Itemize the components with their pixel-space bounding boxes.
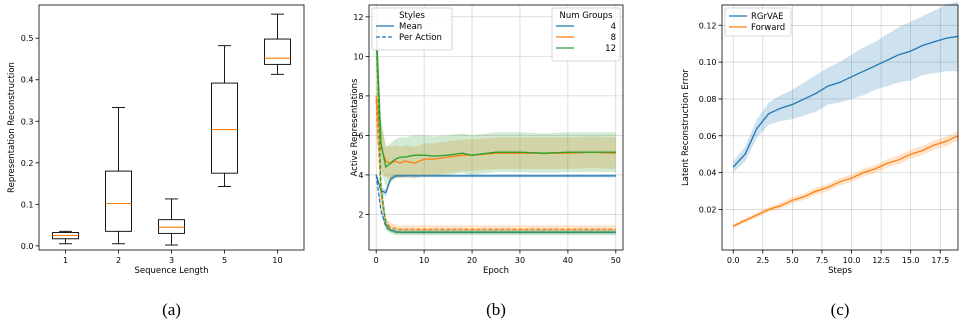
y-tick-label: 6 (358, 131, 363, 140)
y-axis-label: Latent Reconstruction Error (681, 69, 691, 186)
x-tick-label: 0.0 (727, 256, 740, 265)
legend-entry: RGrVAE (751, 12, 783, 22)
box-iqr (211, 82, 238, 174)
y-tick-label: 0.2 (21, 159, 34, 168)
x-tick-label: 7.5 (816, 256, 829, 265)
series-line-12 (375, 32, 616, 233)
legend-entry: 4 (611, 22, 616, 32)
legend-entry: Forward (751, 23, 785, 33)
y-tick-label: 0.02 (699, 205, 717, 214)
series-line-Forward (732, 135, 959, 227)
x-tick-label: 10.0 (843, 256, 861, 265)
legend-title: Styles (399, 11, 425, 21)
y-tick-label: 4 (358, 171, 363, 180)
y-tick-label: 0.08 (699, 95, 717, 104)
legend-entry: Mean (399, 22, 422, 32)
x-tick-label: 3 (169, 256, 174, 265)
confidence-band-12 (376, 0, 616, 187)
legend-title: Num Groups (559, 11, 613, 21)
legend-box (724, 7, 792, 37)
panel-caption: (b) (486, 300, 506, 319)
box-5 (211, 45, 238, 187)
panel-caption: (c) (831, 300, 850, 319)
x-tick-label: 5.0 (786, 256, 799, 265)
x-tick-label: 2 (116, 256, 121, 265)
box-3 (158, 198, 185, 246)
y-tick-label: 12 (353, 13, 363, 22)
axes-frame (721, 4, 959, 251)
y-tick-label: 0.04 (699, 169, 717, 178)
series-line-RGrVAE (732, 35, 959, 168)
legend-entry: Per Action (399, 33, 442, 43)
series-line-12 (375, 26, 616, 169)
y-tick-label: 8 (358, 92, 363, 101)
confidence-band-RGrVAE (733, 1, 958, 173)
y-tick-label: 0.12 (699, 21, 717, 30)
chart-b: 2 4 6 8 10 12 0 10 20 30 40 50 Epoch Active Represent… (350, 0, 624, 319)
legend-entry: 8 (611, 33, 616, 43)
box-iqr (158, 219, 185, 234)
x-tick-label: 50 (611, 256, 621, 265)
y-tick-label: 0.10 (699, 58, 717, 67)
x-tick-label: 10 (272, 256, 282, 265)
box-iqr (264, 38, 291, 65)
x-tick-label: 2.5 (756, 256, 769, 265)
panel-caption: (a) (162, 300, 181, 319)
y-tick-label: 2 (358, 210, 363, 219)
legend-entry: 12 (605, 44, 616, 54)
x-tick-label: 12.5 (872, 256, 890, 265)
y-tick-label: 0.0 (21, 242, 34, 251)
x-tick-label: 5 (222, 256, 227, 265)
series-line-8 (375, 99, 616, 230)
legend-box (371, 7, 453, 51)
y-tick-label: 0.1 (21, 200, 34, 209)
y-axis-label: Active Representations (350, 78, 360, 177)
x-axis-label: Sequence Length (135, 266, 209, 276)
y-tick-label: 0.5 (21, 34, 34, 43)
x-tick-label: 0 (374, 256, 379, 265)
x-axis-label: Steps (828, 266, 852, 276)
y-tick-label: 0.06 (699, 132, 717, 141)
series-line-4 (375, 174, 616, 194)
x-axis-label: Epoch (483, 266, 509, 276)
x-tick-label: 30 (515, 256, 525, 265)
x-tick-label: 1 (63, 256, 68, 265)
x-tick-label: 20 (467, 256, 477, 265)
plot-area (722, 5, 958, 250)
box-iqr (105, 170, 132, 232)
x-tick-label: 40 (563, 256, 573, 265)
x-tick-label: 17.5 (931, 256, 949, 265)
axes-frame (368, 4, 624, 251)
y-tick-label: 0.4 (21, 76, 34, 85)
y-tick-label: 0.3 (21, 117, 34, 126)
box-1 (52, 230, 79, 245)
box-2 (105, 107, 132, 245)
confidence-band-8 (376, 56, 616, 179)
y-tick-label: 10 (353, 52, 363, 61)
chart-a: 0.0 0.1 0.2 0.3 0.4 0.5 1 2 3 5 10 Sequence Length R… (7, 4, 305, 319)
y-axis-label: Representation Reconstruction (7, 62, 17, 193)
axes-frame (38, 4, 305, 251)
chart-c: 0.02 0.04 0.06 0.08 0.10 0.12 0.0 2.5 5.0 7.5 10.0… (681, 1, 959, 319)
x-tick-label: 15.0 (902, 256, 920, 265)
box-10 (264, 13, 291, 75)
x-tick-label: 10 (419, 256, 429, 265)
